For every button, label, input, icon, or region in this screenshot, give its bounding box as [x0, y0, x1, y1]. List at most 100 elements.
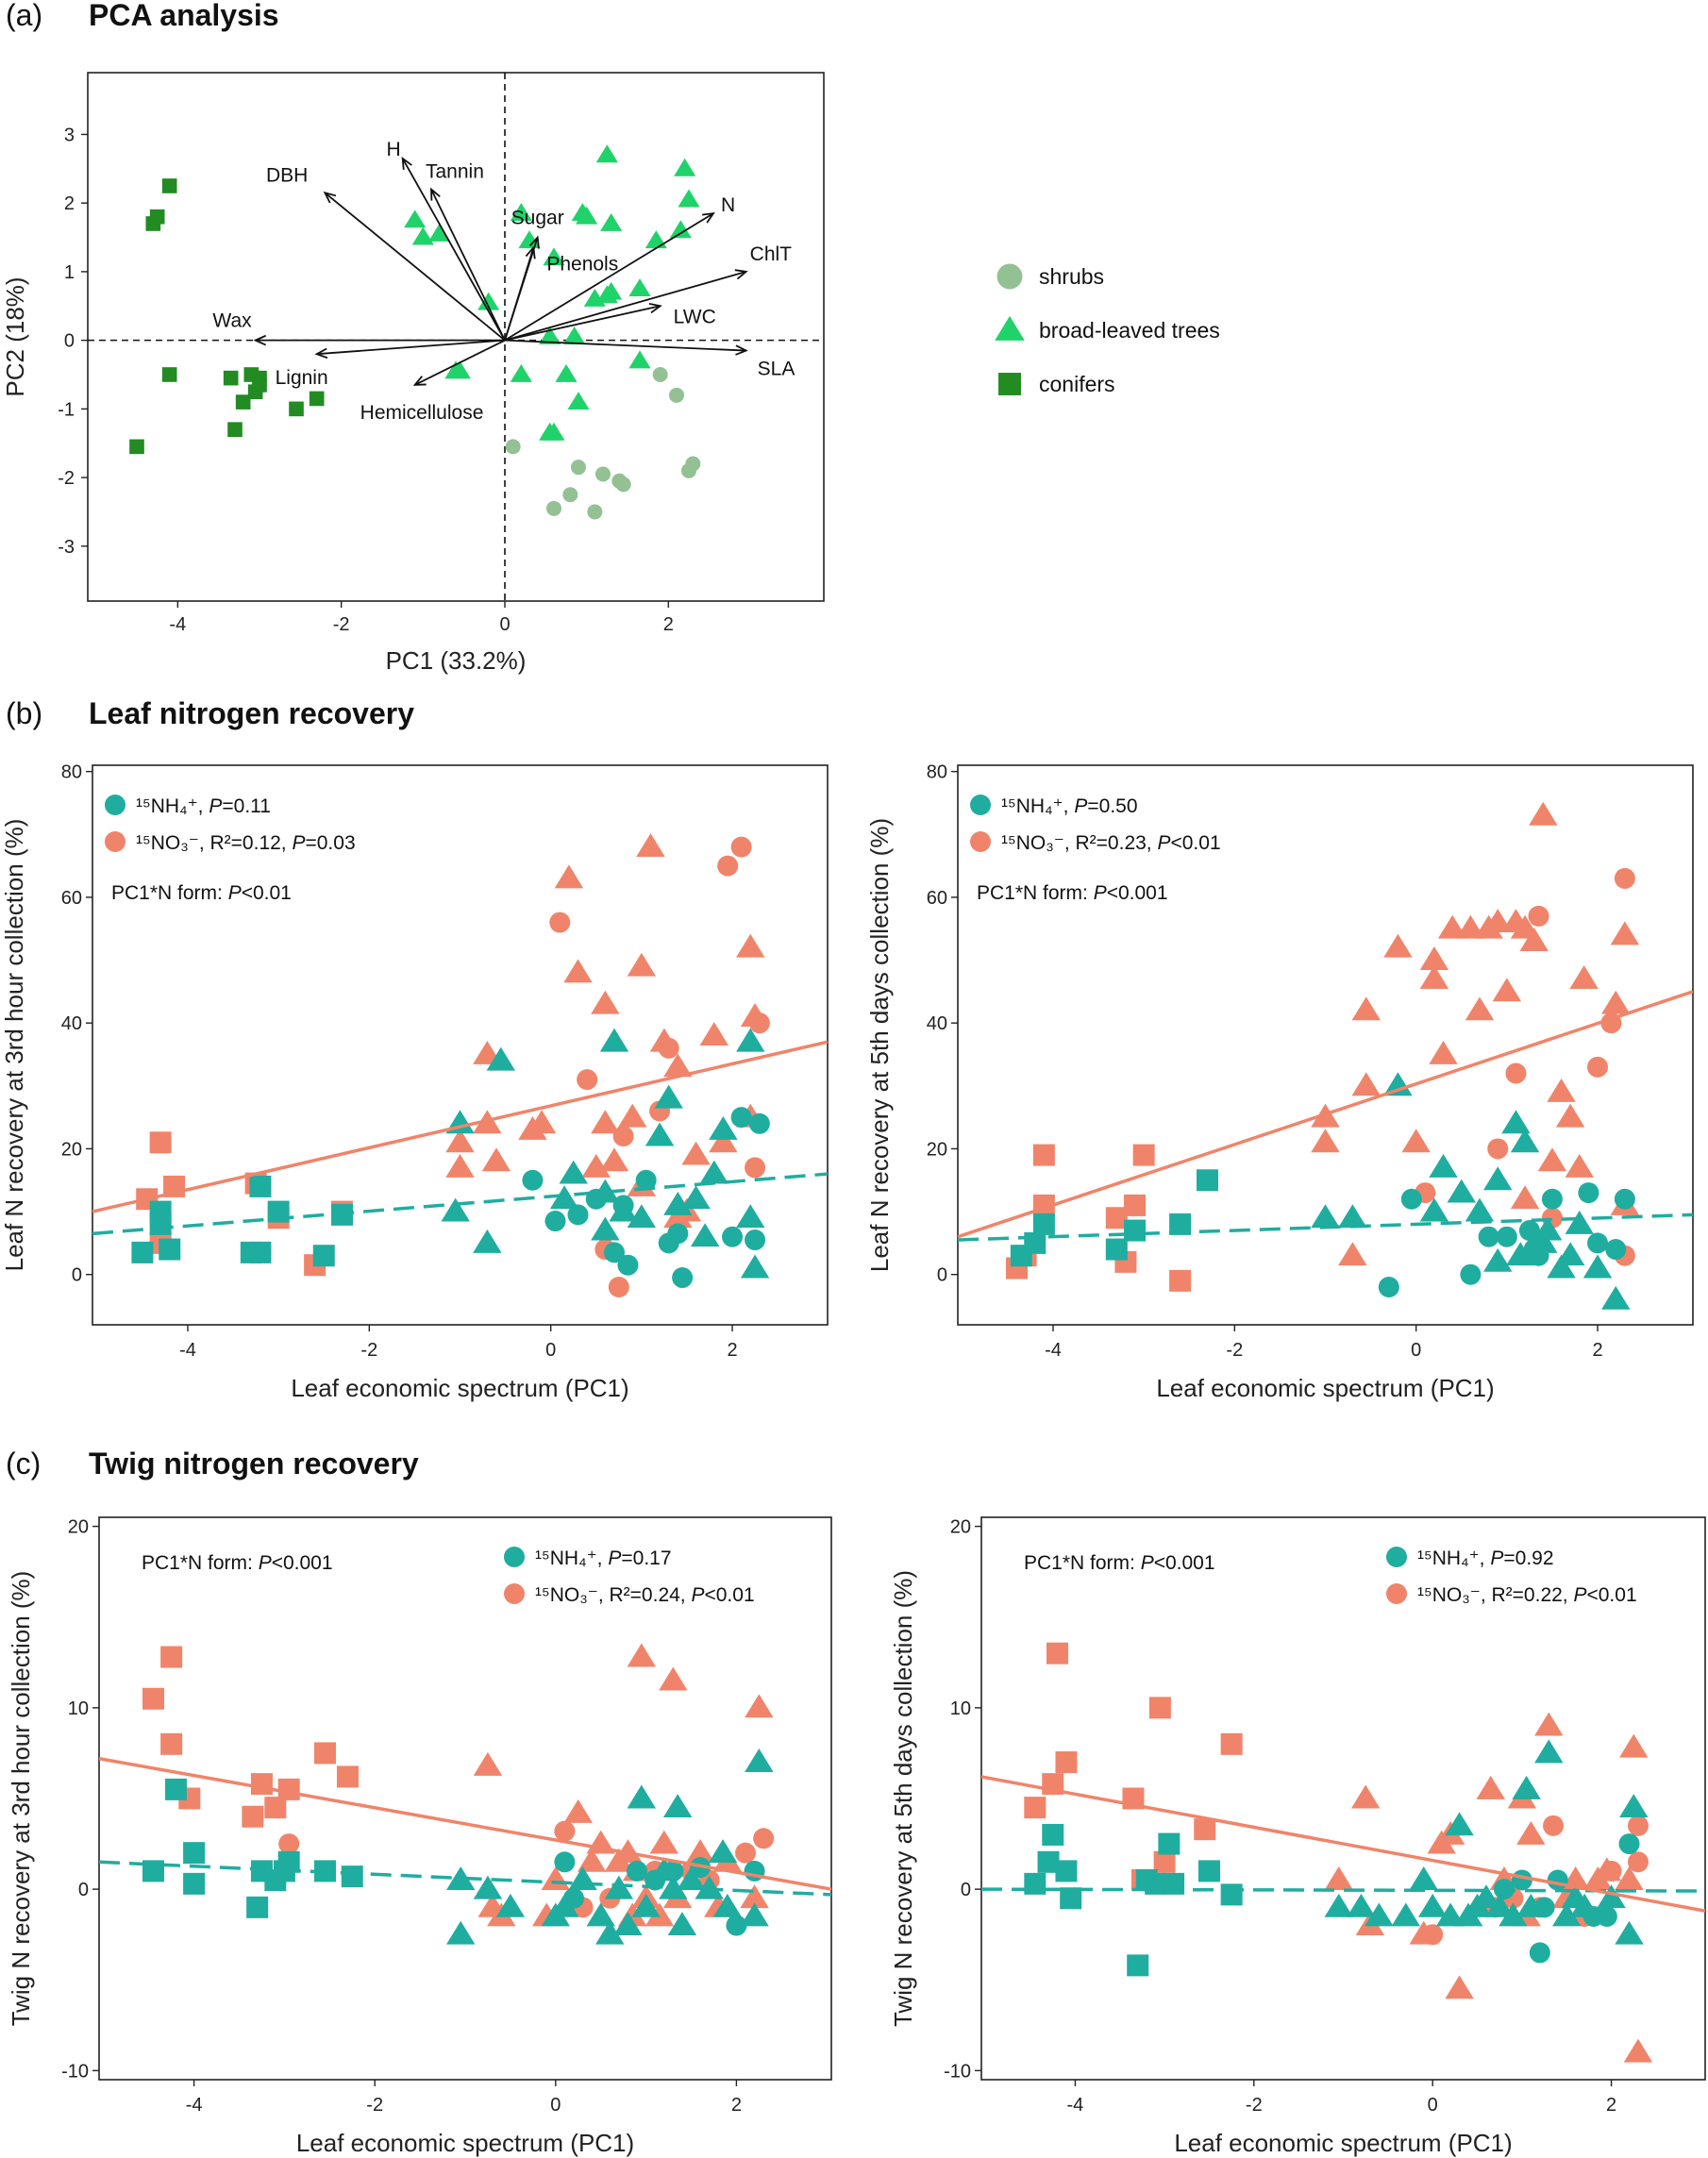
twig3h-point-no3 [250, 1773, 273, 1796]
twig3h-point-no3 [659, 1666, 688, 1691]
twig5d-point-nh4 [1391, 1902, 1421, 1927]
pca-arrowhead [735, 344, 748, 356]
twig5d-point-no3 [1148, 1697, 1171, 1719]
pca-plot-frame [87, 72, 825, 602]
leaf5d-point-nh4 [1483, 1247, 1513, 1272]
leaf3h-point-no3 [663, 1053, 693, 1078]
twig5d-point-no3 [1194, 1818, 1216, 1841]
pca-point-shrubs [652, 367, 668, 382]
twig3h-point-no3 [613, 1839, 643, 1864]
pca-point-broad-leaved-trees [411, 226, 434, 245]
leaf5d-ytick-label: 0 [937, 1265, 947, 1286]
leaf5d-point-nh4 [1565, 1210, 1595, 1234]
pca-arrowhead [314, 347, 328, 360]
twig5d-point-nh4 [1055, 1860, 1078, 1882]
pca-point-conifers [227, 422, 243, 438]
twig5d-point-nh4 [1552, 1902, 1582, 1927]
leaf5d-point-no3 [1429, 1040, 1458, 1064]
leaf5d-ytick-label: 40 [927, 1013, 947, 1034]
leaf3h-point-nh4 [599, 1028, 629, 1052]
leaf3h-point-nh4 [748, 1112, 770, 1134]
twig5d-ytick-label: 0 [961, 1880, 971, 1900]
twig3h-xtick-label: -2 [366, 2095, 383, 2116]
panel-b-label: (b) [6, 696, 43, 730]
pca-point-shrubs [595, 466, 611, 482]
pca-ytick-label: 3 [64, 125, 75, 145]
leaf5d-xtick-label: 2 [1592, 1340, 1602, 1361]
twig3h-xtick-label: 2 [731, 2095, 742, 2116]
leaf3h-legend-marker [105, 831, 126, 852]
twig5d-point-no3 [1350, 1784, 1381, 1809]
leaf5d-xtick-label: -2 [1226, 1340, 1243, 1361]
pca-point-broad-leaved-trees [600, 281, 623, 300]
twig5d-point-nh4 [1037, 1850, 1060, 1873]
leaf5d-point-no3 [1419, 965, 1449, 989]
twig5d-point-nh4 [1597, 1884, 1626, 1909]
pca-point-shrubs [669, 387, 684, 403]
leaf5d-point-no3 [1483, 909, 1513, 933]
twig3h-legend-label: ¹⁵NO₃⁻, R²=0.24, P<0.01 [535, 1584, 755, 1606]
leaf3h-point-nh4 [486, 1046, 516, 1071]
twig3h-point-no3 [627, 1643, 657, 1667]
leaf5d-point-no3 [1614, 867, 1635, 889]
leaf3h-xtick-label: 0 [545, 1340, 556, 1361]
twig3h-ytick-label: 20 [68, 1517, 89, 1538]
leaf5d-point-nh4 [1506, 1242, 1535, 1266]
pca-legend-label: broad-leaved trees [1039, 318, 1220, 343]
leaf3h-point-nh4 [591, 1216, 620, 1241]
pca-loading-arrow [324, 192, 506, 342]
twig3h-point-nh4 [712, 1893, 743, 1917]
leaf5d-point-no3 [1547, 1078, 1576, 1102]
pca-point-broad-leaved-trees [628, 350, 651, 369]
twig5d-point-nh4 [1127, 1954, 1149, 1977]
leaf3h-ytick-label: 60 [61, 888, 82, 909]
leaf5d-point-no3 [1419, 946, 1449, 970]
twig3h-point-nh4 [745, 1748, 774, 1772]
pca-point-broad-leaved-trees [674, 158, 696, 176]
leaf5d-point-no3 [1610, 921, 1640, 945]
leaf3h-fit-line-nh4 [92, 1172, 828, 1236]
pca-point-broad-leaved-trees [567, 392, 590, 410]
twig5d-xtick-label: 2 [1606, 2095, 1616, 2116]
twig5d-point-no3 [1615, 1866, 1644, 1890]
leaf3h-xtick-label: -2 [360, 1340, 377, 1361]
leaf5d-point-no3 [1505, 1062, 1527, 1084]
leaf5d-ytick-label: 60 [927, 888, 947, 909]
twig5d-point-nh4 [1417, 1893, 1448, 1917]
twig5d-xtick-label: 0 [1428, 2095, 1438, 2116]
panel-a-label: (a) [6, 0, 43, 32]
twig3h-point-no3 [314, 1742, 337, 1765]
leaf5d-xtick-label: 0 [1411, 1340, 1421, 1361]
pca-point-broad-leaved-trees [669, 220, 692, 239]
twig3h-point-no3 [336, 1765, 359, 1788]
twig5d-point-nh4 [1220, 1883, 1243, 1906]
pca-point-broad-leaved-trees [628, 278, 651, 297]
pca-point-shrubs [685, 456, 701, 472]
panel-c-title: Twig nitrogen recovery [89, 1447, 419, 1480]
pca-legend-label: conifers [1039, 372, 1115, 396]
twig3h-point-no3 [563, 1798, 593, 1823]
pca-point-broad-leaved-trees [576, 206, 598, 225]
leaf3h-legend-label: ¹⁵NO₃⁻, R²=0.12, P=0.03 [136, 832, 356, 854]
pca-xtick-label: -4 [169, 614, 186, 635]
pca-arrowhead [734, 269, 748, 280]
pca-y-axis-label: PC2 (18%) [1, 276, 29, 396]
leaf5d-point-no3 [1105, 1207, 1128, 1230]
pca-point-broad-leaved-trees [510, 203, 532, 222]
twig5d-legend-label: ¹⁵NO₃⁻, R²=0.22, P<0.01 [1417, 1584, 1637, 1606]
twig3h-point-no3 [753, 1828, 775, 1849]
leaf5d-point-no3 [1401, 1129, 1431, 1153]
twig5d-point-no3 [1324, 1866, 1353, 1890]
leaf3h-point-nh4 [249, 1241, 272, 1263]
pca-point-conifers [129, 439, 144, 455]
twig3h-ytick-label: -10 [61, 2061, 89, 2082]
pca-loading-arrow [504, 212, 714, 342]
twig3h-point-nh4 [667, 1912, 697, 1936]
twig3h-point-nh4 [183, 1872, 206, 1895]
leaf3h-point-no3 [527, 1110, 557, 1134]
pca-arrowhead [529, 235, 540, 249]
twig3h-point-nh4 [627, 1860, 648, 1882]
twig3h-point-nh4 [595, 1920, 625, 1945]
leaf3h-point-no3 [627, 952, 657, 977]
twig3h-point-nh4 [562, 1887, 584, 1909]
